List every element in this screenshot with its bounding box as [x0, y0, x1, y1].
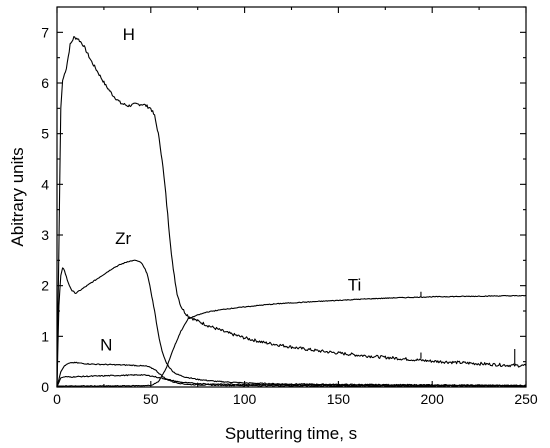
series-line-n	[56, 361, 527, 388]
x-tick-label: 0	[53, 391, 61, 407]
axis-tick-labels: 0 50 100 150 200 250 0 1 2 3 4 5 6 7	[41, 24, 538, 407]
x-tick-label: 200	[421, 391, 445, 407]
series-labels: H Zr N Ti	[100, 25, 361, 355]
y-tick-label: 1	[41, 328, 49, 344]
plot-frame	[56, 6, 527, 388]
y-tick-label: 3	[41, 227, 49, 243]
y-axis-label: Abitrary units	[8, 147, 27, 246]
series-label-n: N	[100, 336, 112, 355]
series-label-ti: Ti	[348, 276, 362, 295]
y-tick-label: 0	[41, 379, 49, 395]
x-tick-label: 100	[233, 391, 257, 407]
series-line-3	[56, 374, 527, 388]
series-line-ti	[57, 294, 527, 387]
x-tick-label: 50	[143, 391, 159, 407]
y-tick-label: 7	[41, 24, 49, 40]
axis-ticks	[56, 6, 527, 388]
y-tick-label: 6	[41, 75, 49, 91]
series-label-h: H	[123, 25, 135, 44]
y-tick-label: 2	[41, 278, 49, 294]
series-line-zr	[56, 259, 527, 388]
series-lines	[56, 35, 527, 388]
y-tick-label: 5	[41, 126, 49, 142]
series-label-zr: Zr	[115, 229, 131, 248]
y-tick-label: 4	[41, 176, 49, 192]
x-axis-label: Sputtering time, s	[225, 424, 357, 443]
series-line-h	[56, 35, 527, 388]
x-tick-label: 250	[514, 391, 538, 407]
x-tick-label: 150	[327, 391, 351, 407]
